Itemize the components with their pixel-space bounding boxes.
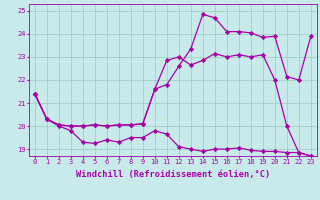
X-axis label: Windchill (Refroidissement éolien,°C): Windchill (Refroidissement éolien,°C): [76, 170, 270, 179]
